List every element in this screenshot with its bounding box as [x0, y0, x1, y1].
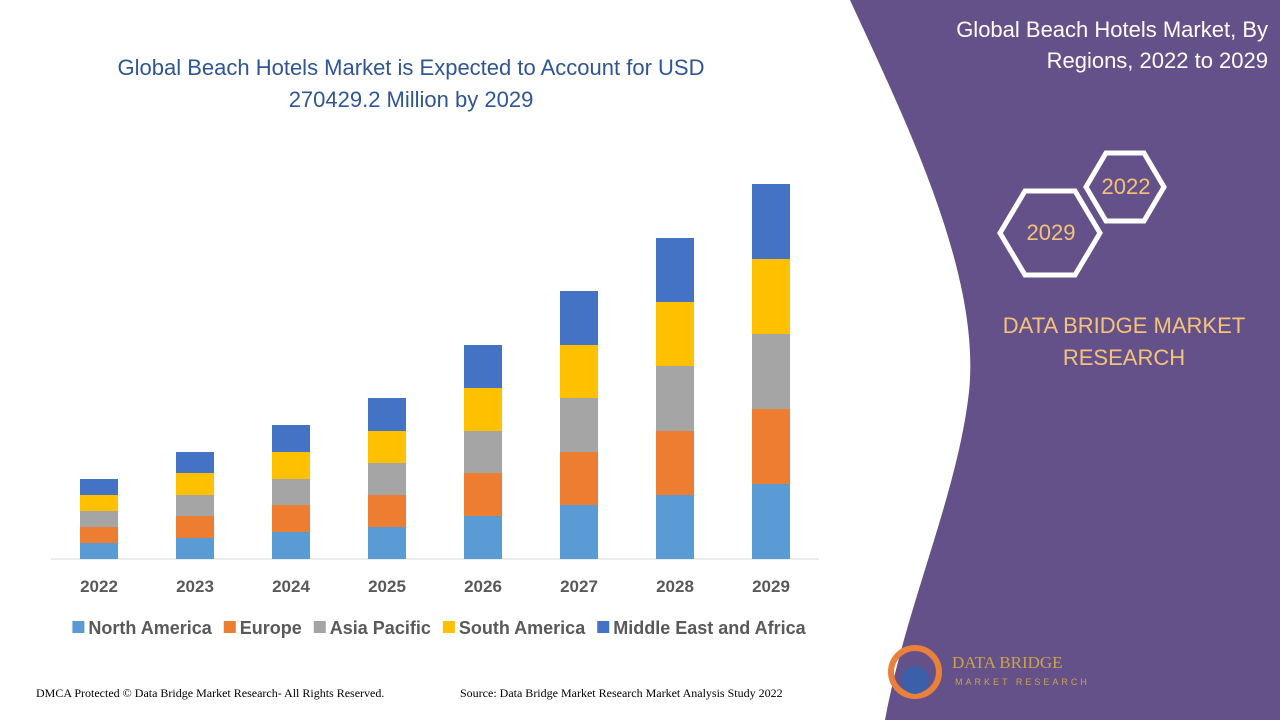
bar-segment [176, 516, 214, 538]
bar-segment [464, 345, 502, 388]
logo-text: DATA BRIDGE [952, 653, 1063, 672]
bar-segment [656, 431, 694, 495]
bar-segment [752, 184, 790, 259]
brand-text: DATA BRIDGE MARKET [1003, 313, 1245, 338]
legend-swatch [223, 621, 236, 633]
legend-swatch [313, 621, 326, 633]
logo-text: MARKET RESEARCH [955, 677, 1090, 687]
bar-segment [368, 398, 406, 431]
legend-label: Middle East and Africa [613, 618, 806, 638]
bar-segment [752, 409, 790, 484]
bar-segment [656, 302, 694, 366]
bar-segment [368, 463, 406, 495]
bar-segment [464, 516, 502, 559]
year-label: 2029 [1027, 220, 1076, 245]
bar-segment [464, 431, 502, 473]
x-tick-label: 2028 [656, 577, 694, 596]
logo-icon [888, 645, 942, 699]
bar-segment [176, 452, 214, 473]
bar-segment [80, 527, 118, 543]
brand-text: RESEARCH [1063, 345, 1185, 370]
bar-segment [560, 505, 598, 559]
x-tick-label: 2022 [80, 577, 118, 596]
bar-segment [464, 388, 502, 431]
bar-segment [560, 345, 598, 398]
x-tick-label: 2027 [560, 577, 598, 596]
bar-segment [560, 452, 598, 505]
hexagon [1083, 150, 1167, 224]
logo-icon [901, 666, 929, 694]
bar-segment [176, 473, 214, 495]
bar-segment [656, 366, 694, 431]
footer-text: Source: Data Bridge Market Research Mark… [460, 686, 783, 700]
panel-title: Global Beach Hotels Market, By Regions, … [956, 17, 1268, 73]
bar-segment [272, 532, 310, 559]
chart-title: Global Beach Hotels Market is Expected t… [117, 55, 705, 112]
hexagon [997, 188, 1103, 278]
year-label: 2022 [1102, 174, 1151, 199]
bar-segment [752, 334, 790, 409]
bar-segment [656, 495, 694, 559]
bar-segment [368, 527, 406, 559]
bar-segment [560, 291, 598, 345]
bar-segment [656, 238, 694, 302]
bar-segment [752, 484, 790, 559]
bar-segment [272, 452, 310, 479]
x-tick-label: 2025 [368, 577, 406, 596]
bar-segment [80, 511, 118, 527]
bar-segment [272, 479, 310, 505]
legend-label: South America [459, 618, 586, 638]
x-tick-label: 2029 [752, 577, 790, 596]
bar-segment [464, 473, 502, 516]
bar-segment [560, 398, 598, 452]
legend-label: Europe [240, 618, 302, 638]
bar-segment [272, 425, 310, 452]
legend-label: North America [88, 618, 212, 638]
bar-segment [80, 543, 118, 559]
bar-segment [176, 495, 214, 516]
legend-swatch [72, 621, 85, 633]
bar-segment [80, 495, 118, 511]
x-tick-label: 2026 [464, 577, 502, 596]
bar-segment [80, 479, 118, 495]
legend-label: Asia Pacific [330, 618, 431, 638]
footer-text: DMCA Protected © Data Bridge Market Rese… [36, 686, 385, 700]
side-panel [850, 0, 1280, 720]
bar-segment [752, 259, 790, 334]
bar-segment [368, 431, 406, 463]
legend-swatch [597, 621, 610, 633]
bar-segment [272, 505, 310, 532]
x-tick-label: 2023 [176, 577, 214, 596]
bar-segment [176, 538, 214, 559]
x-tick-label: 2024 [272, 577, 310, 596]
bar-segment [368, 495, 406, 527]
legend-swatch [442, 621, 455, 633]
